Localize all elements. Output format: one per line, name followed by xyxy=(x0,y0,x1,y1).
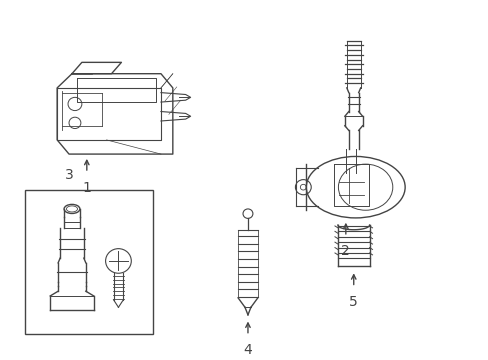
Bar xyxy=(24,190,153,334)
Text: 4: 4 xyxy=(243,343,252,357)
Text: 2: 2 xyxy=(341,244,349,258)
Text: 1: 1 xyxy=(82,181,91,194)
Text: 5: 5 xyxy=(348,295,357,309)
Text: 3: 3 xyxy=(65,168,74,183)
